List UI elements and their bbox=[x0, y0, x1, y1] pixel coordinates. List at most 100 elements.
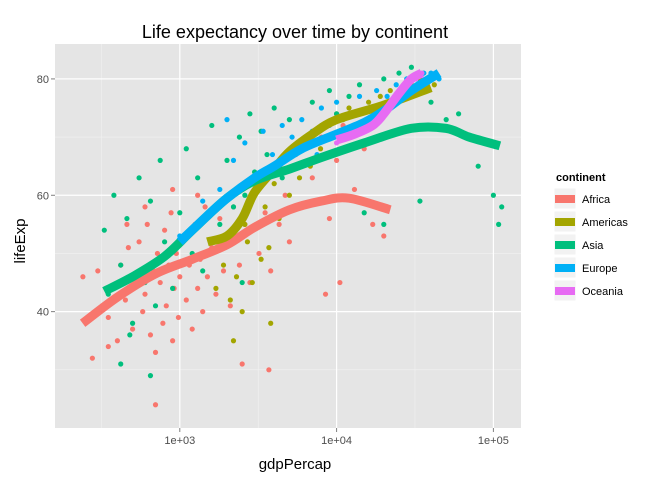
data-point bbox=[456, 111, 462, 117]
x-tick-label: 1e+04 bbox=[321, 435, 352, 447]
data-point bbox=[204, 274, 211, 280]
data-point bbox=[124, 221, 130, 227]
data-point bbox=[101, 227, 107, 233]
data-point bbox=[230, 157, 237, 163]
data-point bbox=[262, 204, 268, 210]
y-tick-label: 40 bbox=[37, 307, 49, 319]
legend-key-asia bbox=[555, 241, 575, 249]
minor-gridlines bbox=[55, 44, 521, 428]
data-point bbox=[268, 320, 274, 326]
data-point bbox=[200, 198, 206, 204]
data-point bbox=[202, 204, 208, 210]
data-point bbox=[365, 99, 372, 105]
legend-title: continent bbox=[556, 172, 606, 184]
chart-title: Life expectancy over time by continent bbox=[142, 22, 448, 42]
data-point bbox=[279, 175, 285, 181]
data-point bbox=[266, 245, 272, 251]
data-point bbox=[356, 82, 363, 88]
data-point bbox=[296, 175, 303, 181]
data-point bbox=[381, 233, 387, 239]
x-axis: 1e+03 1e+04 1e+05 bbox=[164, 428, 509, 447]
data-point bbox=[317, 146, 324, 152]
data-point bbox=[318, 105, 324, 111]
data-point bbox=[217, 186, 223, 193]
legend-key-americas bbox=[555, 218, 575, 226]
data-point bbox=[309, 175, 315, 181]
data-point bbox=[244, 239, 251, 245]
data-point bbox=[351, 186, 358, 193]
data-point bbox=[170, 338, 176, 344]
data-point bbox=[118, 361, 124, 367]
data-point bbox=[387, 87, 393, 94]
data-point bbox=[299, 117, 305, 123]
data-point bbox=[217, 215, 223, 222]
data-point bbox=[431, 82, 437, 88]
data-point bbox=[356, 93, 363, 99]
data-point bbox=[200, 309, 206, 315]
data-point bbox=[384, 93, 390, 99]
data-point bbox=[443, 117, 449, 123]
data-point bbox=[268, 268, 274, 274]
data-point bbox=[177, 210, 183, 216]
data-point bbox=[147, 198, 154, 204]
data-point bbox=[286, 117, 292, 123]
data-point bbox=[239, 279, 245, 286]
data-point bbox=[286, 192, 292, 198]
data-point bbox=[163, 303, 169, 309]
data-point bbox=[260, 128, 266, 134]
data-point bbox=[242, 192, 248, 198]
data-point bbox=[262, 210, 268, 216]
data-point bbox=[170, 186, 176, 193]
data-point bbox=[152, 349, 159, 355]
data-point bbox=[183, 297, 189, 303]
data-point bbox=[499, 204, 505, 210]
data-point bbox=[370, 221, 376, 227]
data-point bbox=[247, 111, 253, 117]
data-point bbox=[209, 122, 215, 129]
legend-label: Oceania bbox=[582, 286, 624, 298]
y-tick-label: 60 bbox=[37, 190, 49, 202]
data-point bbox=[286, 239, 292, 245]
data-point bbox=[89, 355, 95, 361]
data-point bbox=[125, 245, 131, 251]
data-point bbox=[154, 250, 161, 257]
data-point bbox=[333, 157, 340, 163]
data-point bbox=[264, 151, 270, 158]
data-point bbox=[346, 105, 352, 111]
data-point bbox=[381, 76, 387, 82]
legend-label: Africa bbox=[582, 194, 611, 206]
data-point bbox=[381, 221, 387, 227]
plot-panel bbox=[55, 44, 521, 428]
data-point bbox=[428, 99, 434, 105]
y-axis: 40 60 80 bbox=[37, 74, 55, 319]
data-point bbox=[177, 274, 183, 280]
data-point bbox=[417, 198, 423, 204]
data-point bbox=[230, 338, 237, 344]
data-point bbox=[140, 309, 146, 315]
data-point bbox=[160, 320, 166, 326]
y-axis-title: lifeExp bbox=[12, 218, 29, 263]
data-point bbox=[337, 279, 343, 286]
data-point bbox=[136, 239, 142, 245]
data-point bbox=[276, 221, 282, 227]
data-point bbox=[105, 343, 111, 350]
data-point bbox=[289, 134, 295, 140]
data-point bbox=[271, 181, 277, 187]
data-point bbox=[200, 268, 206, 274]
x-axis-title: gdpPercap bbox=[259, 456, 332, 473]
data-point bbox=[161, 239, 168, 245]
data-point bbox=[129, 320, 136, 326]
data-point bbox=[95, 268, 101, 274]
data-point bbox=[496, 221, 502, 227]
x-tick-label: 1e+03 bbox=[164, 435, 195, 447]
data-point bbox=[152, 402, 159, 408]
data-point bbox=[346, 93, 352, 99]
data-point bbox=[183, 146, 189, 152]
data-point bbox=[227, 297, 233, 303]
data-point bbox=[236, 262, 243, 268]
data-point bbox=[266, 367, 272, 373]
data-point bbox=[80, 274, 86, 280]
data-point bbox=[161, 227, 168, 233]
data-point bbox=[396, 70, 402, 76]
data-point bbox=[114, 338, 120, 344]
